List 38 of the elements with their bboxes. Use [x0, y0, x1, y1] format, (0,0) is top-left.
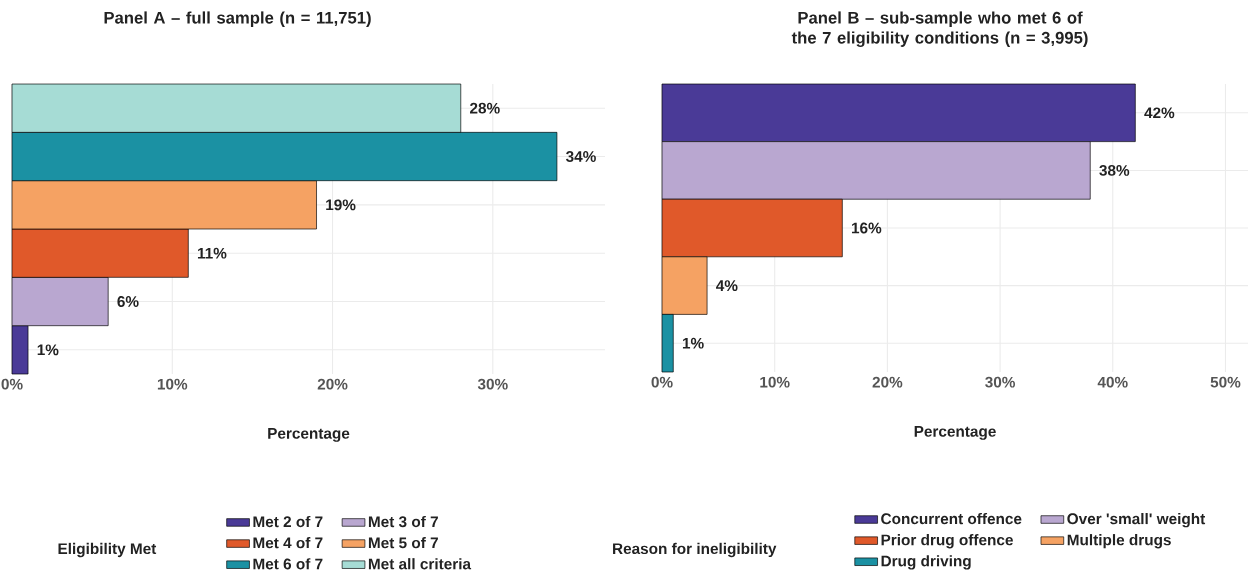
legend-label: Prior drug offence	[881, 534, 1013, 549]
data-label: 34%	[566, 151, 596, 162]
legend-label: Met 5 of 7	[368, 537, 438, 549]
legend-label: Multiple drugs	[1067, 534, 1171, 549]
data-label: 4%	[716, 280, 738, 292]
data-label: 6%	[117, 296, 139, 307]
chart-title: Panel A – full sample (n = 11,751)	[104, 11, 371, 27]
legend-title: Reason for ineligibility	[613, 542, 777, 558]
legend-label: Met 6 of 7	[253, 558, 323, 570]
data-label: 42%	[1144, 107, 1175, 119]
data-label: 28%	[470, 102, 500, 114]
legend-label: Drug driving	[881, 555, 971, 570]
data-label: 1%	[37, 344, 59, 356]
data-label: 38%	[1099, 164, 1130, 176]
legend-label: Met 2 of 7	[253, 515, 323, 528]
legend-label: Met all criteria	[368, 558, 472, 570]
x-axis-title: Percentage	[268, 428, 350, 442]
x-tick-label: 10%	[760, 376, 790, 388]
x-tick-label: 30%	[985, 376, 1016, 388]
data-label: 16%	[851, 222, 882, 234]
data-label: 11%	[197, 247, 227, 259]
legend-label: Met 3 of 7	[368, 515, 438, 528]
legend-label: Met 4 of 7	[253, 537, 323, 549]
data-label: 19%	[326, 199, 356, 211]
data-label: 1%	[682, 337, 704, 349]
legend-label: Concurrent offence	[881, 512, 1022, 525]
x-tick-label: 0%	[651, 376, 673, 388]
chart-title: Panel B – sub-sample who met 6 of the 7 eligibility conditions (n = 3,995)	[791, 11, 1088, 47]
x-tick-label: 40%	[1097, 376, 1128, 388]
x-tick-label: 0%	[1, 378, 23, 390]
legend-label: Over 'small' weight	[1067, 512, 1206, 528]
x-axis-title: Percentage	[914, 426, 996, 440]
legend-title: Eligibility Met	[58, 542, 157, 558]
x-tick-label: 20%	[317, 378, 348, 390]
x-tick-label: 10%	[157, 378, 188, 390]
x-tick-label: 20%	[872, 376, 903, 388]
x-tick-label: 30%	[477, 378, 508, 390]
x-tick-label: 50%	[1210, 376, 1241, 388]
